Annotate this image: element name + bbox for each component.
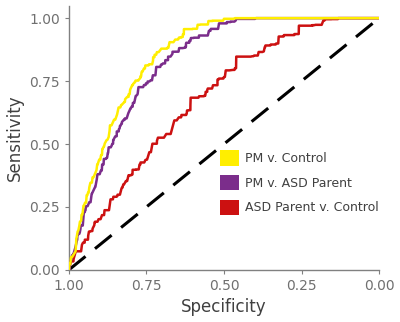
X-axis label: Specificity: Specificity xyxy=(181,298,267,317)
Legend: PM v. Control, PM v. ASD Parent, ASD Parent v. Control: PM v. Control, PM v. ASD Parent, ASD Par… xyxy=(220,150,379,215)
Y-axis label: Sensitivity: Sensitivity xyxy=(6,94,24,181)
